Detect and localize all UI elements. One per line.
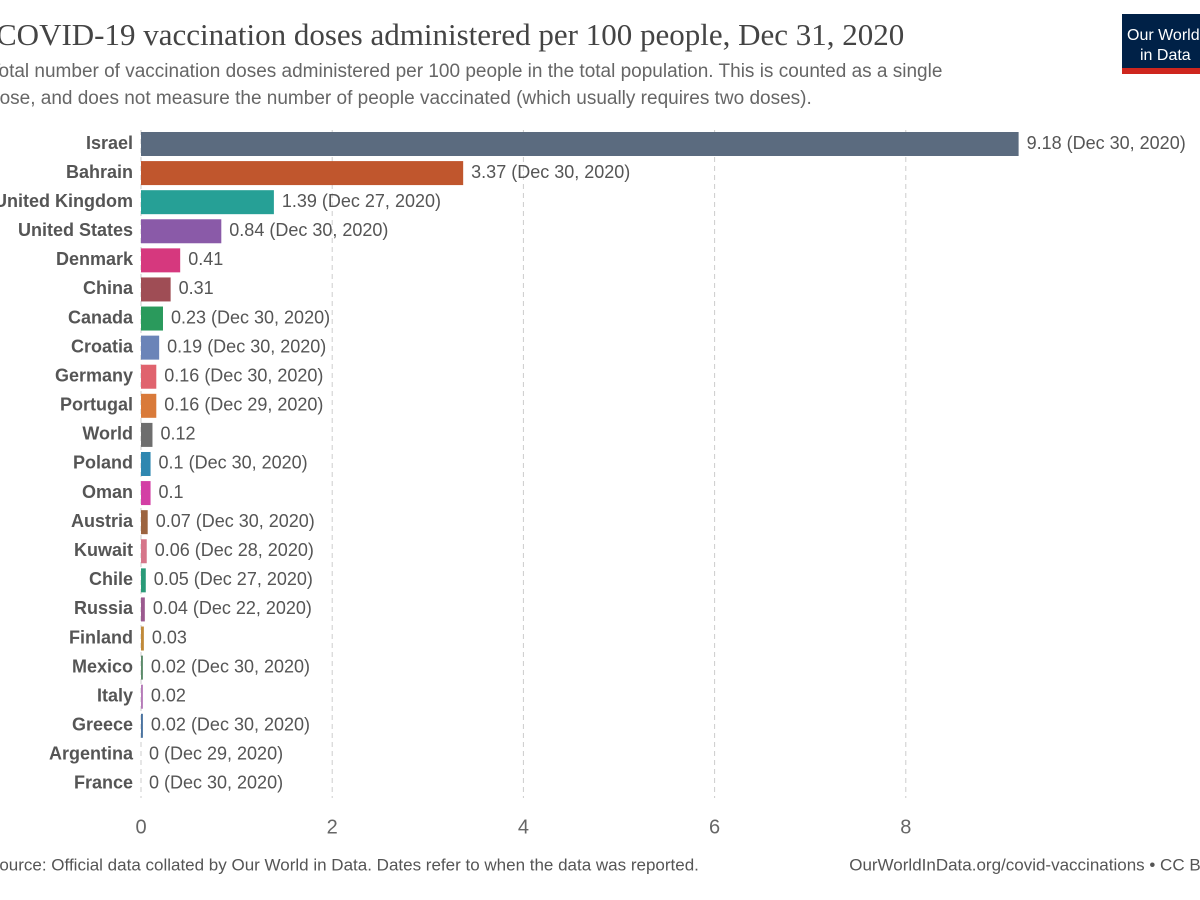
y-tick-label: Denmark [56, 249, 134, 269]
bar [141, 393, 157, 418]
y-tick-label: World [82, 424, 133, 444]
bar [141, 713, 143, 738]
logo-text: Our World [1127, 27, 1200, 44]
y-tick-label: Oman [82, 482, 133, 502]
value-label: 0.02 [151, 685, 186, 705]
url: OurWorldInData.org/covid-vaccinations • … [849, 855, 1200, 874]
bar [141, 248, 181, 273]
bar [141, 451, 151, 476]
bar [141, 597, 145, 622]
value-label: 1.39 (Dec 27, 2020) [282, 191, 441, 211]
bar [141, 481, 151, 506]
value-label: 0.06 (Dec 28, 2020) [155, 540, 314, 560]
y-tick-label: Poland [73, 453, 133, 473]
bar [141, 132, 1019, 156]
source: Source: Official data collated by Our Wo… [0, 855, 699, 874]
value-label: 0.41 [188, 249, 223, 269]
value-label: 0.16 (Dec 30, 2020) [164, 365, 323, 385]
y-tick-label: Greece [72, 715, 133, 735]
y-tick-label: Israel [86, 133, 133, 153]
logo-box [1122, 14, 1200, 68]
y-tick-label: Germany [55, 365, 133, 385]
bar [141, 626, 144, 651]
value-label: 0.1 (Dec 30, 2020) [159, 453, 308, 473]
y-tick-label: Finland [69, 627, 133, 647]
bar [141, 510, 148, 535]
bar [141, 335, 160, 360]
bar [141, 161, 464, 186]
value-label: 0.23 (Dec 30, 2020) [171, 307, 330, 327]
y-tick-label: Mexico [72, 656, 133, 676]
bar [141, 539, 147, 564]
value-label: 0.31 [179, 278, 214, 298]
bar [141, 277, 171, 302]
value-label: 0.84 (Dec 30, 2020) [229, 220, 388, 240]
bar [141, 655, 143, 680]
y-tick-label: China [83, 278, 134, 298]
bar [141, 568, 146, 593]
y-tick-label: Kuwait [74, 540, 133, 560]
y-tick-label: United States [18, 220, 133, 240]
logo-text: in Data [1140, 47, 1191, 64]
value-label: 0.02 (Dec 30, 2020) [151, 715, 310, 735]
value-label: 0.1 [159, 482, 184, 502]
value-label: 0.16 (Dec 29, 2020) [164, 395, 323, 415]
y-tick-label: France [74, 773, 133, 793]
y-tick-label: Canada [68, 307, 134, 327]
x-tick-label: 2 [327, 816, 338, 838]
y-tick-label: Bahrain [66, 162, 133, 182]
x-tick-label: 8 [900, 816, 911, 838]
y-tick-label: Russia [74, 598, 134, 618]
x-tick-label: 0 [135, 816, 146, 838]
y-tick-label: United Kingdom [0, 191, 133, 211]
y-tick-label: Chile [89, 569, 133, 589]
bar [141, 306, 163, 331]
value-label: 0 (Dec 29, 2020) [149, 744, 283, 764]
bar [141, 219, 222, 244]
bar [141, 190, 274, 215]
value-label: 0.07 (Dec 30, 2020) [156, 511, 315, 531]
bar [141, 684, 143, 709]
value-label: 0 (Dec 30, 2020) [149, 773, 283, 793]
subtitle: dose, and does not measure the number of… [0, 88, 812, 109]
value-label: 9.18 (Dec 30, 2020) [1027, 133, 1186, 153]
value-label: 0.02 (Dec 30, 2020) [151, 656, 310, 676]
y-tick-label: Argentina [49, 744, 134, 764]
x-tick-label: 4 [518, 816, 529, 838]
value-label: 0.19 (Dec 30, 2020) [167, 336, 326, 356]
chart-title: COVID-19 vaccination doses administered … [0, 17, 904, 52]
bar [141, 422, 153, 447]
y-tick-label: Italy [97, 685, 133, 705]
y-tick-label: Portugal [60, 395, 133, 415]
value-label: 3.37 (Dec 30, 2020) [471, 162, 630, 182]
x-tick-label: 6 [709, 816, 720, 838]
bar [141, 364, 157, 389]
y-tick-label: Austria [71, 511, 134, 531]
logo-stripe [1122, 68, 1200, 74]
value-label: 0.12 [160, 424, 195, 444]
value-label: 0.04 (Dec 22, 2020) [153, 598, 312, 618]
value-label: 0.05 (Dec 27, 2020) [154, 569, 313, 589]
y-tick-label: Croatia [71, 336, 134, 356]
subtitle: Total number of vaccination doses admini… [0, 61, 942, 82]
value-label: 0.03 [152, 627, 187, 647]
